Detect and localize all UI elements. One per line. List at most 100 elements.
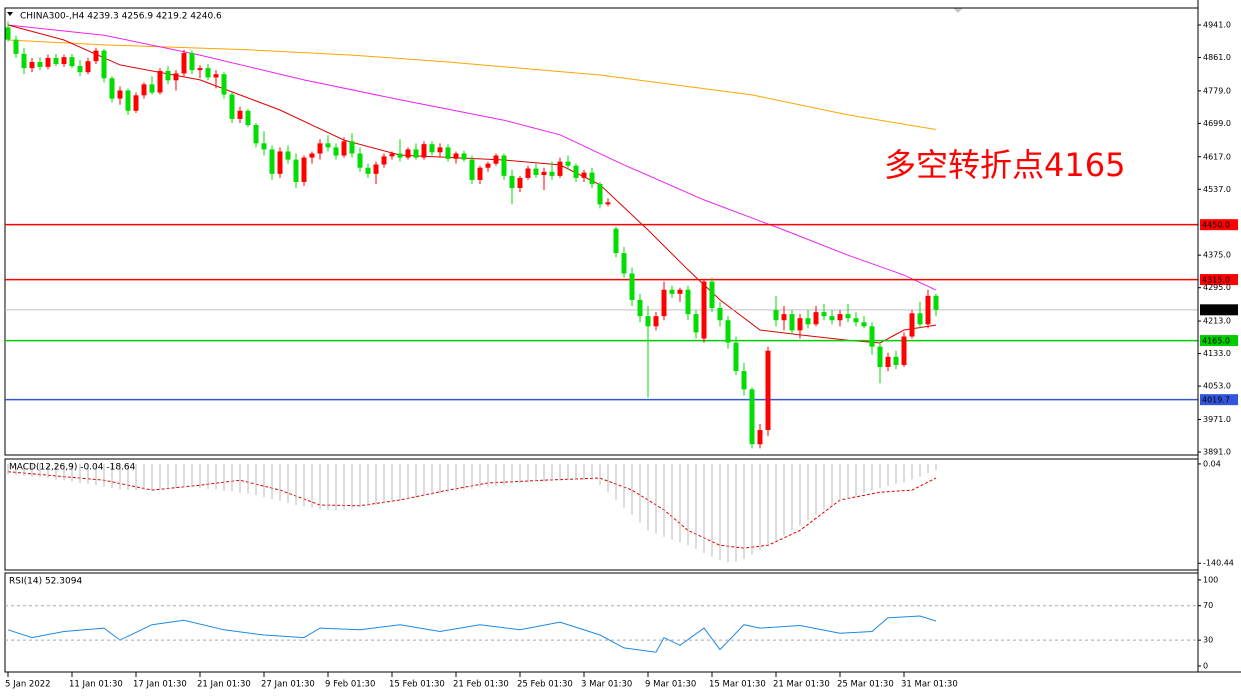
x-tick-label: 3 Mar 01:30 — [581, 680, 632, 690]
candle-body — [629, 273, 635, 300]
level-label: 4450.0 — [1202, 221, 1230, 230]
candle-body — [325, 143, 331, 148]
rsi-line — [7, 615, 937, 653]
candle-body — [821, 312, 827, 317]
candle-body — [917, 313, 923, 325]
last-price-box — [1200, 304, 1238, 316]
y-tick-label: 0 — [1203, 661, 1208, 670]
y-tick-label: -140.44 — [1203, 559, 1234, 568]
shift-marker — [953, 8, 963, 13]
y-tick-label: 4699.0 — [1203, 119, 1231, 128]
y-tick-label: 4375.0 — [1203, 251, 1231, 260]
candle-body — [533, 168, 539, 176]
candle-body — [29, 62, 35, 69]
candle-body — [253, 125, 259, 144]
annotation: 多空转折点4165 — [884, 146, 1125, 184]
x-tick-label: 25 Mar 01:30 — [837, 680, 894, 690]
candle-body — [349, 141, 355, 154]
candle-body — [77, 66, 83, 73]
candle-body — [381, 156, 387, 165]
candle-body — [701, 281, 707, 339]
candle-body — [421, 144, 427, 158]
y-tick-label: 4213.0 — [1203, 317, 1231, 326]
candle-body — [309, 153, 315, 158]
candle-body — [845, 314, 851, 319]
candle-body — [565, 161, 571, 166]
x-tick-label: 25 Feb 01:30 — [517, 680, 573, 690]
candle-body — [525, 168, 531, 178]
level-label: 4165.0 — [1202, 337, 1230, 346]
x-tick-label: 9 Mar 01:30 — [645, 680, 696, 690]
y-tick-label: 4295.0 — [1203, 283, 1231, 292]
last-price-label: 4240.6 — [1202, 306, 1230, 315]
candle-body — [149, 84, 155, 93]
panel-title: CHINA300-,H4 4239.3 4256.9 4219.2 4240.6 — [20, 12, 222, 22]
level-label-box — [1200, 394, 1238, 406]
candle-body — [589, 172, 595, 185]
y-tick-label: 4941.0 — [1203, 20, 1231, 29]
candle-body — [13, 39, 19, 54]
candle-body — [205, 68, 211, 78]
level-label-box — [1200, 219, 1238, 231]
candle-body — [69, 57, 75, 67]
candle-body — [709, 281, 715, 309]
y-tick-label: 4133.0 — [1203, 349, 1231, 358]
y-tick-label: 3891.0 — [1203, 447, 1231, 456]
candle-body — [869, 326, 875, 347]
x-tick-label: 31 Mar 01:30 — [901, 680, 958, 690]
candle-body — [93, 50, 99, 62]
candle-body — [373, 164, 379, 174]
candle-body — [741, 371, 747, 390]
candle-body — [197, 68, 203, 71]
panel-title: MACD(12,26,9) -0.04 -18.64 — [9, 463, 136, 473]
candle-body — [341, 141, 347, 156]
candle-body — [445, 147, 451, 159]
x-tick-label: 21 Jan 01:30 — [197, 680, 251, 690]
candle-body — [477, 167, 483, 180]
candle-body — [893, 356, 899, 365]
candle-body — [125, 90, 131, 111]
y-tick-label: 4779.0 — [1203, 86, 1231, 95]
candle-body — [357, 153, 363, 168]
candle-body — [109, 78, 115, 99]
candle-body — [669, 289, 675, 294]
candle-body — [229, 94, 235, 119]
candle-body — [165, 70, 171, 81]
y-tick-label: 70 — [1203, 601, 1213, 610]
panel-title: RSI(14) 52.3094 — [9, 577, 82, 587]
candle-body — [181, 53, 187, 74]
candle-body — [901, 336, 907, 365]
candle-body — [573, 165, 579, 178]
x-tick-label: 9 Feb 01:30 — [325, 680, 375, 690]
candle-body — [133, 95, 139, 111]
candle-body — [501, 155, 507, 176]
candle-body — [85, 61, 91, 73]
candle-body — [797, 318, 803, 331]
candle-body — [101, 50, 107, 79]
candle-body — [301, 157, 307, 182]
x-tick-label: 11 Jan 01:30 — [69, 680, 123, 690]
candle-body — [413, 149, 419, 158]
candle-body — [885, 356, 891, 367]
candle-body — [925, 295, 931, 325]
candle-body — [637, 299, 643, 317]
y-tick-label: 4617.0 — [1203, 152, 1231, 161]
y-tick-label: 3971.0 — [1203, 415, 1231, 424]
x-tick-label: 21 Feb 01:30 — [453, 680, 509, 690]
candle-body — [277, 151, 283, 174]
candle-body — [45, 57, 51, 67]
candle-body — [717, 308, 723, 321]
candle-body — [453, 153, 459, 159]
candle-body — [189, 53, 195, 71]
candle-body — [693, 314, 699, 333]
x-tick-label: 21 Mar 01:30 — [773, 680, 830, 690]
candle-body — [245, 110, 251, 126]
candle-body — [117, 90, 123, 99]
x-tick-label: 15 Mar 01:30 — [709, 680, 766, 690]
level-label: 4019.7 — [1202, 396, 1230, 405]
candle-body — [597, 184, 603, 205]
candle-body — [213, 74, 219, 78]
menu-arrow — [7, 12, 13, 16]
candle-body — [789, 314, 795, 331]
